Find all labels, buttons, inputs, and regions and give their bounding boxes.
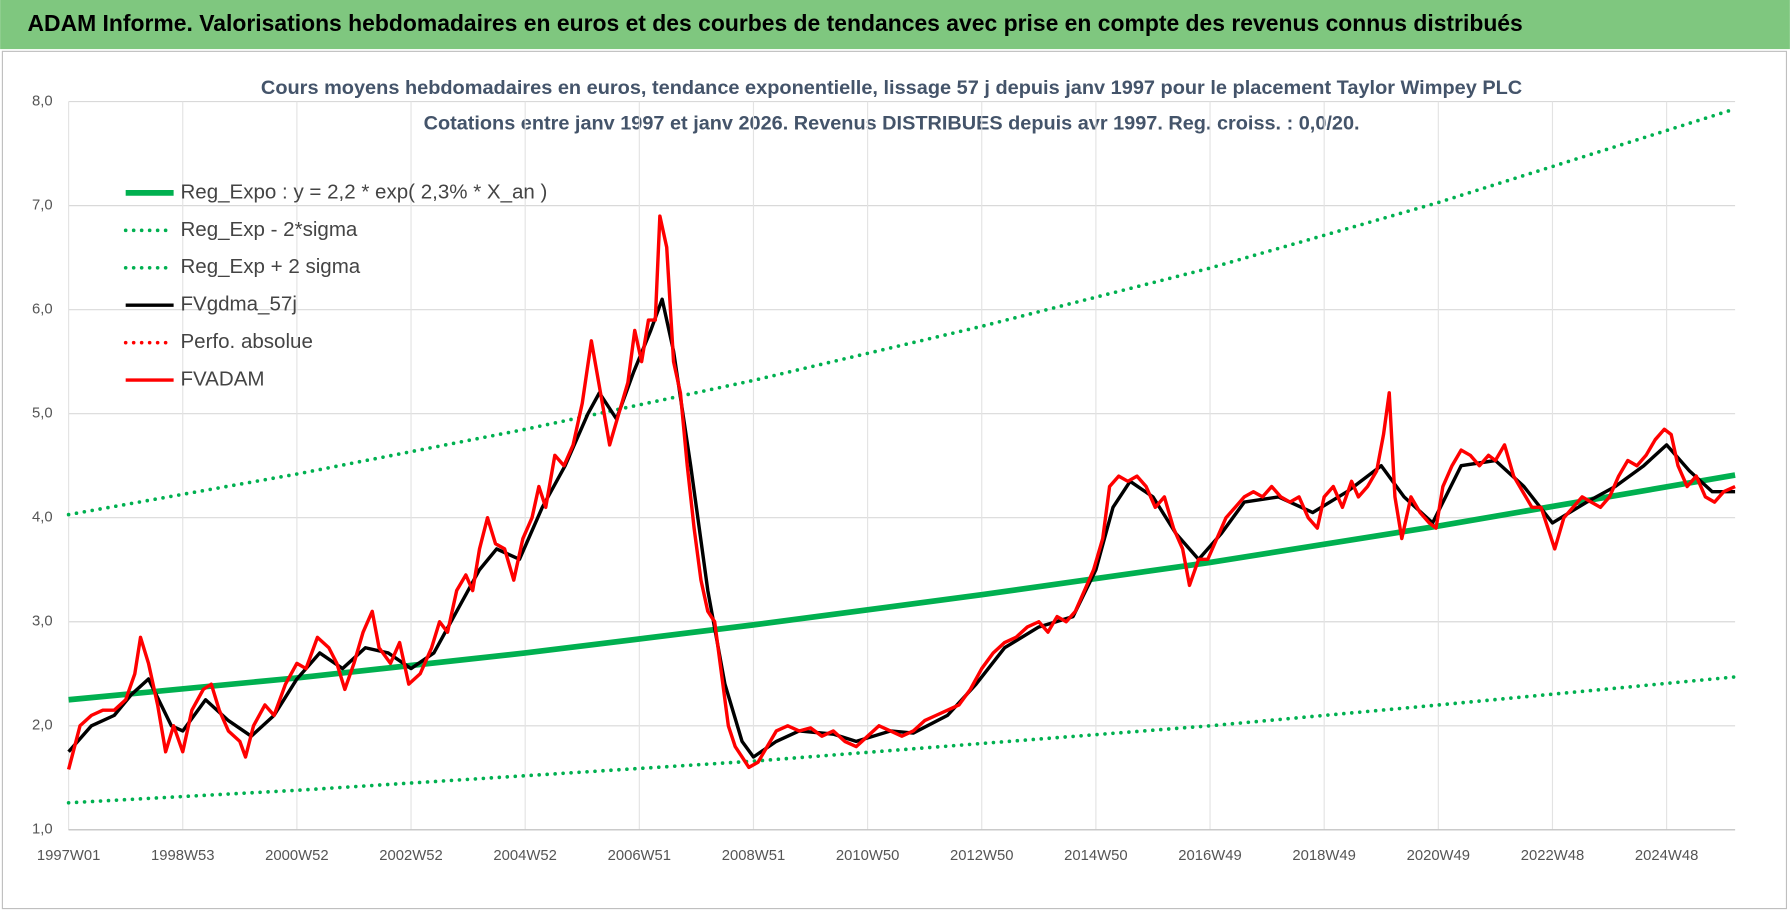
legend-label: Reg_Exp + 2 sigma xyxy=(180,255,360,278)
x-tick-label: 2024W48 xyxy=(1635,848,1698,864)
x-tick-label: 2012W50 xyxy=(950,848,1013,864)
x-tick-label: 2002W52 xyxy=(379,848,442,864)
x-tick-label: 2000W52 xyxy=(265,848,328,864)
chart-subtitle: Cotations entre janv 1997 et janv 2026. … xyxy=(424,113,1360,135)
series-line xyxy=(66,107,1737,517)
y-tick-label: 7,0 xyxy=(32,198,53,214)
y-tick-label: 6,0 xyxy=(32,302,53,318)
x-tick-label: 2014W50 xyxy=(1064,848,1127,864)
legend-label: FVADAM xyxy=(180,368,264,391)
plot-area xyxy=(66,107,1737,805)
x-tick-label: 2018W49 xyxy=(1292,848,1355,864)
x-tick-label: 2006W51 xyxy=(608,848,671,864)
x-tick-label: 2010W50 xyxy=(836,848,899,864)
chart-frame xyxy=(1,50,1788,910)
legend-label: Reg_Expo : y = 2,2 * exp( 2,3% * X_an ) xyxy=(180,180,547,203)
x-tick-label: 1997W01 xyxy=(37,848,100,864)
x-tick-label: 1998W53 xyxy=(151,848,214,864)
y-tick-label: 1,0 xyxy=(32,822,53,838)
header-bar xyxy=(0,0,1790,50)
legend-label: FVgdma_57j xyxy=(180,293,296,316)
y-tick-label: 3,0 xyxy=(32,614,53,630)
legend-label: Reg_Exp - 2*sigma xyxy=(180,218,357,241)
legend: Reg_Expo : y = 2,2 * exp( 2,3% * X_an ) R… xyxy=(123,180,547,391)
grid: 1,0 2,0 3,0 4,0 5,0 6,0 7,0 8,0 1997W01 1998W53 20… xyxy=(32,94,1736,864)
header-title: ADAM Informe. Valorisations hebdomadaire… xyxy=(28,10,1523,36)
x-tick-label: 2022W48 xyxy=(1521,848,1584,864)
y-tick-label: 2,0 xyxy=(32,718,53,734)
series-line xyxy=(66,214,1736,770)
x-tick-label: 2008W51 xyxy=(722,848,785,864)
chart-title: Cours moyens hebdomadaires en euros, ten… xyxy=(261,77,1522,99)
y-tick-label: 4,0 xyxy=(32,510,53,526)
x-tick-label: 2004W52 xyxy=(493,848,556,864)
x-tick-label: 2020W49 xyxy=(1407,848,1470,864)
y-tick-label: 5,0 xyxy=(32,406,53,422)
x-tick-label: 2016W49 xyxy=(1178,848,1241,864)
series-line xyxy=(66,675,1737,805)
y-tick-label: 8,0 xyxy=(32,94,53,110)
legend-label: Perfo. absolue xyxy=(180,330,312,353)
